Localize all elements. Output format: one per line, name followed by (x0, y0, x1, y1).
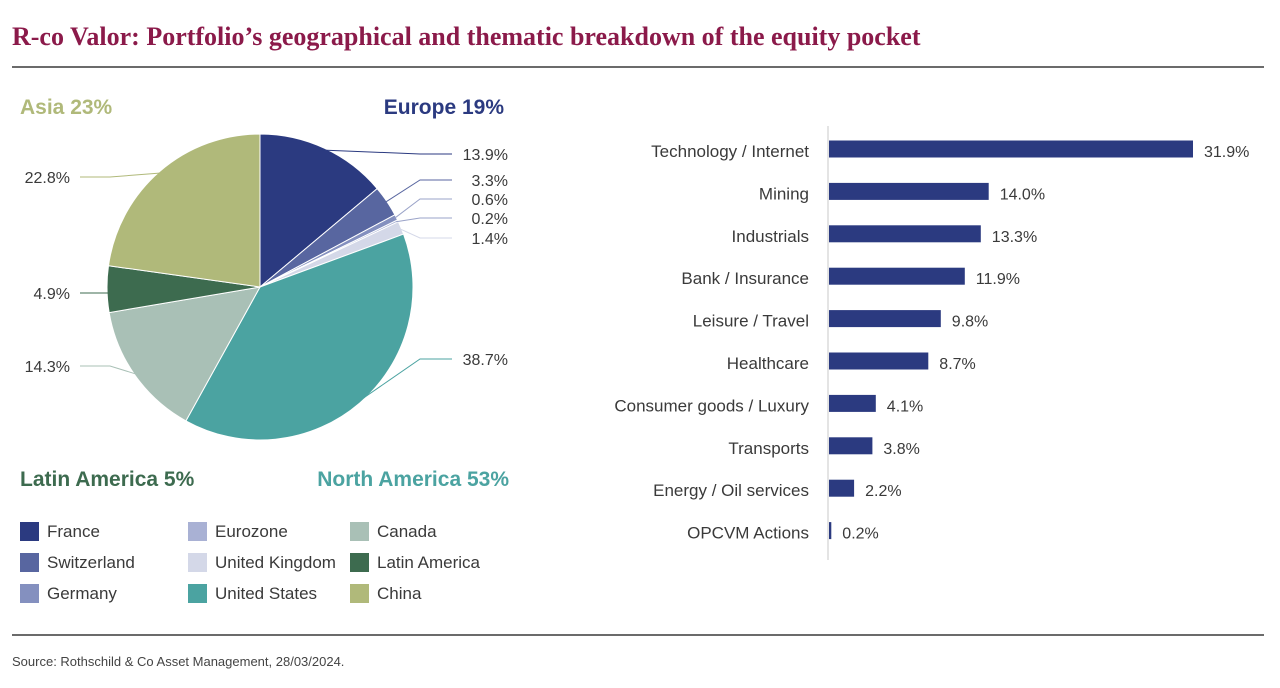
legend-item-united-states: United States (188, 582, 350, 605)
region-label-north-america: North America 53% (317, 468, 509, 491)
bar-category-label-opcvm-actions: OPCVM Actions (687, 524, 809, 543)
pie-value-label-germany: 0.6% (472, 192, 508, 209)
bar-mining (829, 182, 989, 200)
legend-label: United Kingdom (215, 552, 336, 572)
legend-item-latin-america: Latin America (350, 551, 500, 574)
pie-value-label-eurozone: 0.2% (472, 211, 508, 228)
pie-value-label-united-kingdom: 1.4% (472, 231, 508, 248)
legend-label: France (47, 521, 100, 541)
bar-value-label-bank-insurance: 11.9% (976, 271, 1020, 288)
legend-swatch (350, 553, 369, 572)
bar-value-label-leisure-travel: 9.8% (952, 314, 988, 331)
legend-item-eurozone: Eurozone (188, 520, 350, 543)
legend-swatch (20, 553, 39, 572)
pie-value-label-canada: 14.3% (25, 359, 70, 376)
legend-item-united-kingdom: United Kingdom (188, 551, 350, 574)
pie-legend: France Eurozone Canada Switzerland United Ki… (20, 520, 500, 605)
pie-value-label-united-states: 38.7% (463, 352, 508, 369)
bar-healthcare (829, 352, 929, 370)
bar-category-label-transports: Transports (728, 439, 809, 458)
bar-category-label-energy-oil-services: Energy / Oil services (653, 481, 809, 500)
legend-label: Germany (47, 583, 117, 603)
pie-value-label-switzerland: 3.3% (472, 173, 508, 190)
legend-item-germany: Germany (20, 582, 188, 605)
leader-line-switzerland (384, 179, 452, 203)
pie-slice-canada (108, 286, 261, 422)
legend-label: China (377, 583, 422, 603)
bar-category-label-consumer-goods-luxury: Consumer goods / Luxury (614, 396, 809, 415)
region-label-latin-america: Latin America 5% (20, 468, 195, 491)
legend-swatch (20, 522, 39, 541)
bar-value-label-energy-oil-services: 2.2% (865, 483, 901, 500)
bar-category-label-healthcare: Healthcare (727, 354, 809, 373)
legend-swatch (350, 584, 369, 603)
source-note: Source: Rothschild & Co Asset Management… (12, 654, 345, 669)
bar-consumer-goods-luxury (829, 394, 876, 412)
pie-value-label-china: 22.8% (25, 170, 70, 187)
bar-category-label-industrials: Industrials (732, 227, 809, 246)
legend-label: Canada (377, 521, 437, 541)
leader-line-canada (80, 365, 137, 375)
leader-line-united-kingdom (399, 228, 452, 239)
pie-slice-china (107, 133, 261, 288)
bar-category-label-technology-internet: Technology / Internet (651, 142, 809, 161)
region-label-asia: Asia 23% (20, 96, 113, 119)
legend-label: United States (215, 583, 318, 603)
bar-value-label-transports: 3.8% (883, 441, 919, 458)
region-label-europe: Europe 19% (384, 96, 505, 119)
pie-value-label-france: 13.9% (463, 147, 508, 164)
leader-line-france (323, 149, 452, 155)
legend-label: Latin America (377, 552, 480, 572)
bar-value-label-opcvm-actions: 0.2% (842, 526, 878, 543)
pie-slice-france (259, 133, 378, 289)
bar-industrials (829, 225, 981, 243)
legend-item-canada: Canada (350, 520, 500, 543)
top-divider (12, 66, 1264, 68)
bar-value-label-mining: 14.0% (1000, 186, 1045, 203)
legend-swatch (188, 584, 207, 603)
legend-label: Switzerland (47, 552, 135, 572)
leader-line-germany (394, 198, 452, 219)
legend-label: Eurozone (215, 521, 288, 541)
leader-line-latin-america (80, 288, 111, 294)
pie-value-label-latin-america: 4.9% (34, 286, 70, 303)
bar-value-label-consumer-goods-luxury: 4.1% (887, 398, 923, 415)
legend-item-france: France (20, 520, 188, 543)
bottom-divider (12, 634, 1264, 636)
bar-value-label-technology-internet: 31.9% (1204, 144, 1249, 161)
legend-swatch (188, 553, 207, 572)
legend-swatch (350, 522, 369, 541)
legend-item-china: China (350, 582, 500, 605)
bar-category-label-bank-insurance: Bank / Insurance (681, 269, 809, 288)
legend-item-switzerland: Switzerland (20, 551, 188, 574)
legend-swatch (20, 584, 39, 603)
bar-transports (829, 437, 873, 455)
pie-slice-united-states (185, 233, 414, 441)
bar-category-label-mining: Mining (759, 184, 809, 203)
bar-value-label-industrials: 13.3% (992, 229, 1037, 246)
bar-leisure-travel (829, 310, 941, 328)
bar-technology-internet (829, 140, 1193, 158)
leader-line-eurozone (396, 217, 452, 223)
legend-swatch (188, 522, 207, 541)
bar-energy-oil-services (829, 479, 855, 497)
leader-line-united-states (358, 358, 452, 403)
bar-opcvm-actions (829, 522, 832, 540)
bar-category-label-leisure-travel: Leisure / Travel (693, 312, 809, 331)
leader-line-china (80, 172, 161, 178)
page-title: R-co Valor: Portfolio’s geographical and… (12, 22, 921, 51)
bar-value-label-healthcare: 8.7% (939, 356, 975, 373)
bar-bank-insurance (829, 267, 965, 285)
